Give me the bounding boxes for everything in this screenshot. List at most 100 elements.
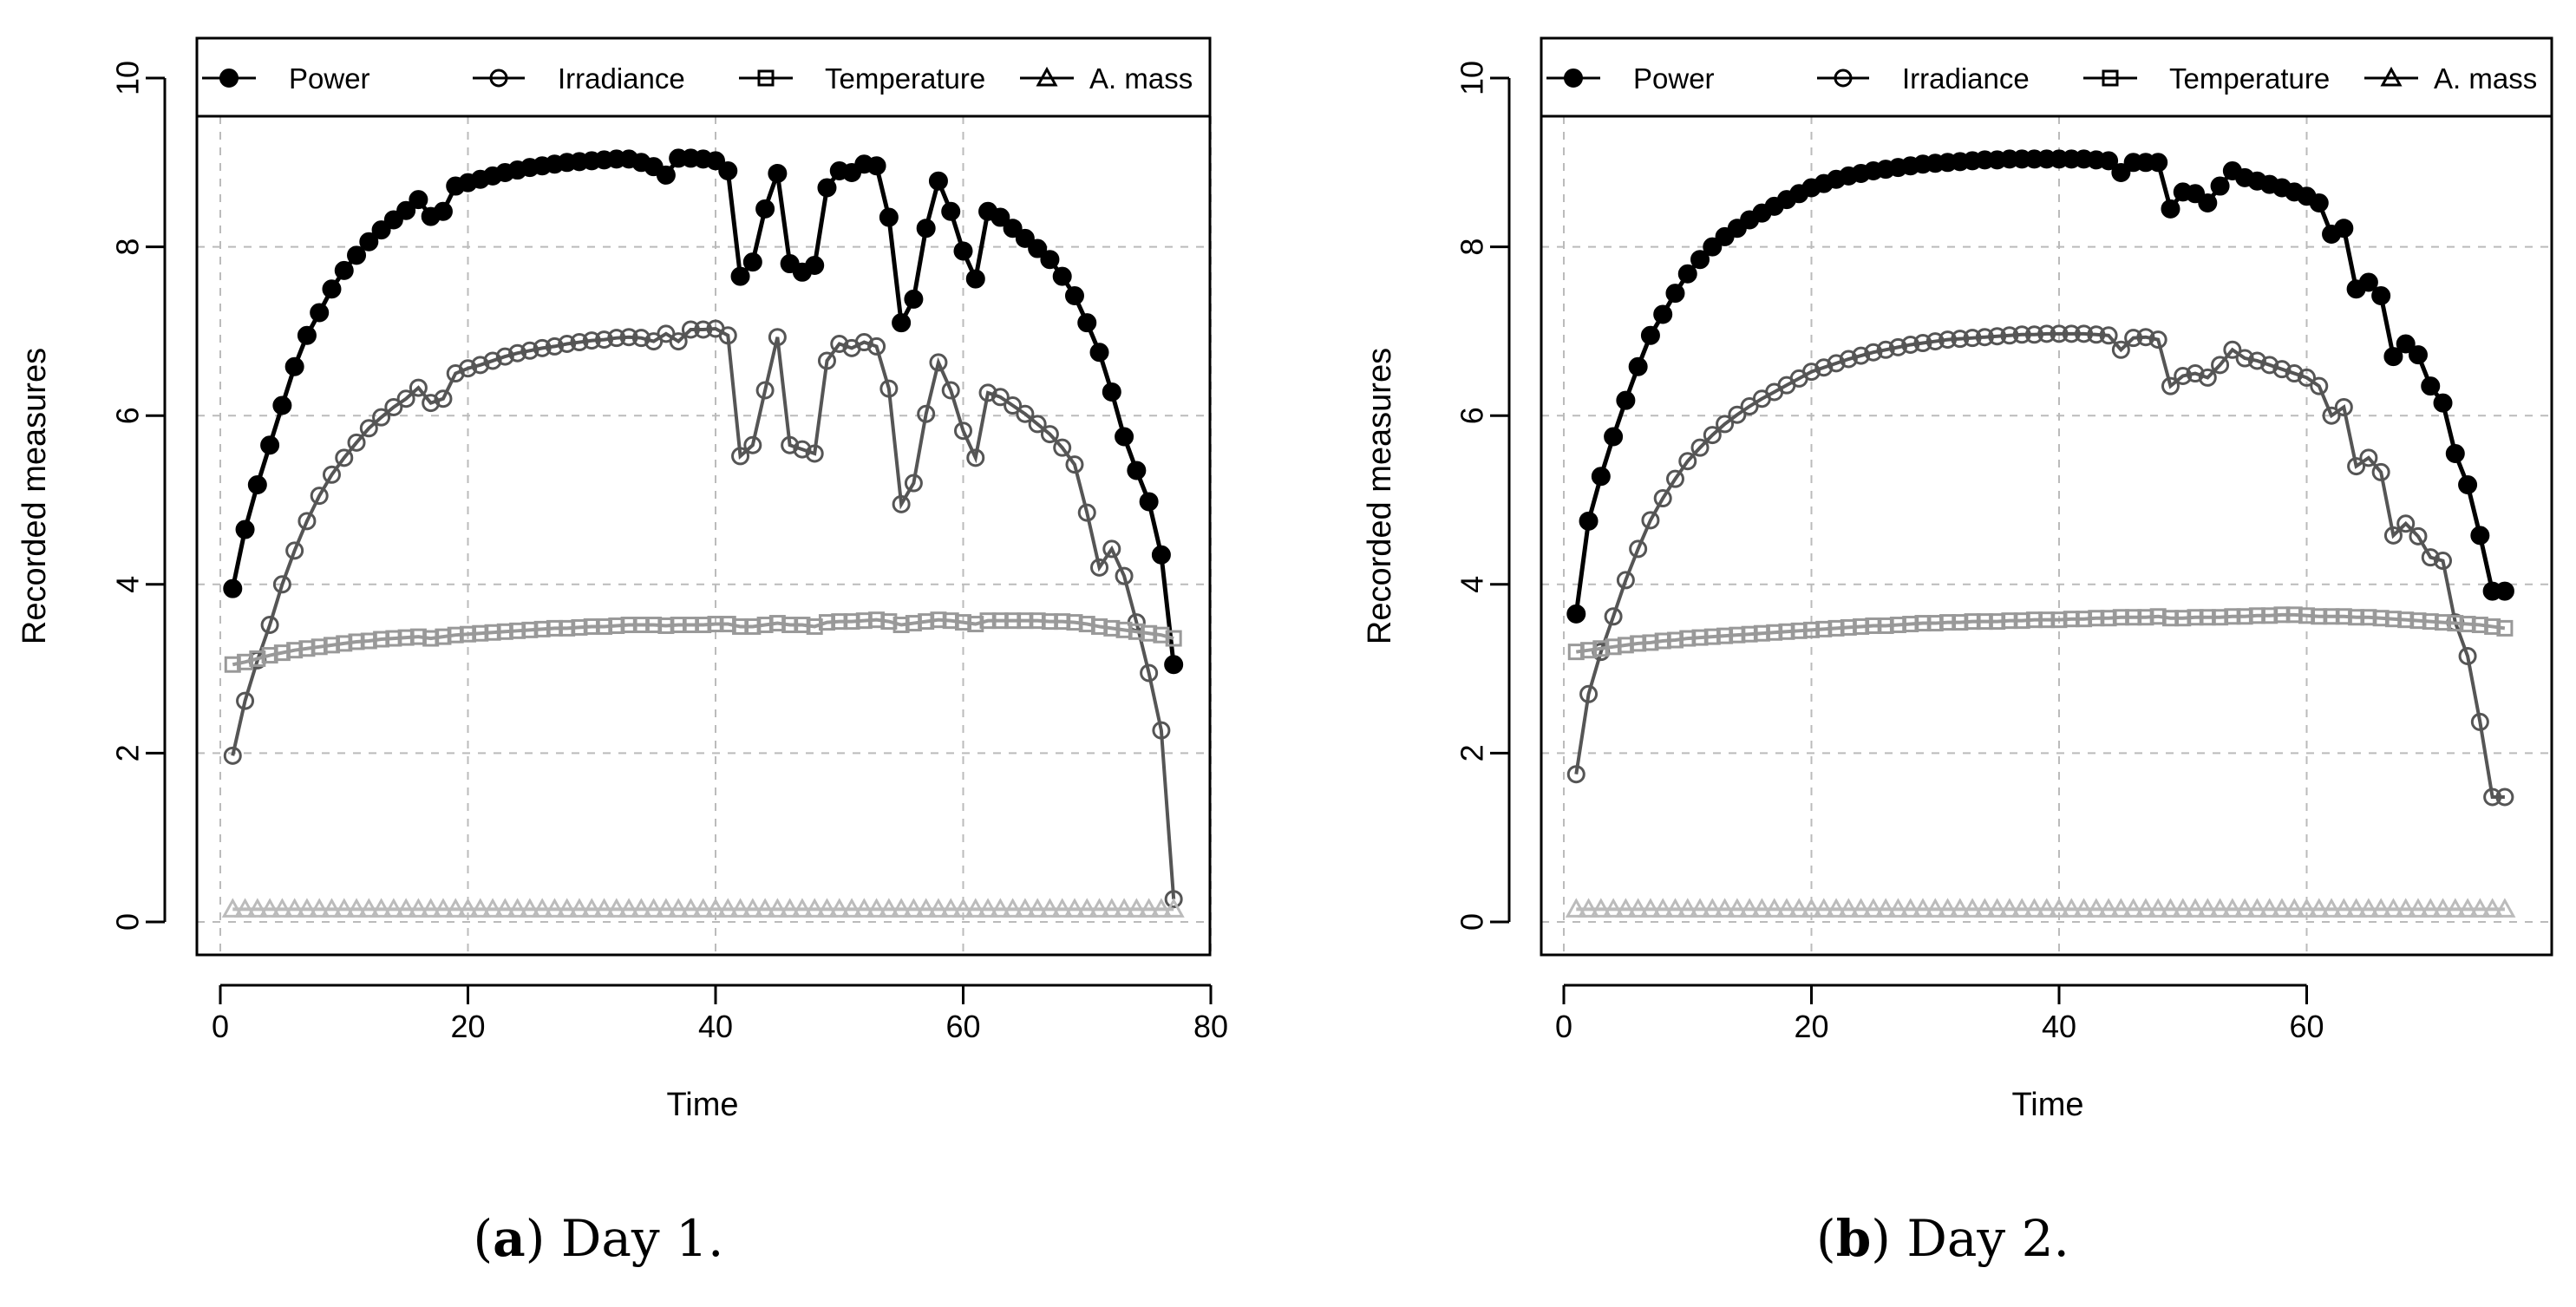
series-power (223, 148, 1184, 675)
x-tick-label: 40 (2042, 1009, 2076, 1044)
data-point-air-mass (1051, 898, 1074, 918)
data-point-power (2470, 526, 2490, 546)
data-point-temperature (1691, 629, 1709, 646)
data-point-power (1579, 511, 1599, 531)
data-point-air-mass (605, 898, 628, 918)
data-point-air-mass (420, 898, 442, 918)
data-point-power (2371, 286, 2391, 306)
data-point-temperature (2285, 606, 2303, 624)
data-point-irradiance (1802, 363, 1821, 382)
data-point-temperature (707, 616, 724, 633)
data-point-power (1604, 427, 1624, 447)
data-point-temperature (657, 617, 675, 634)
data-point-power (347, 245, 367, 265)
data-point-air-mass (716, 898, 739, 918)
data-point-temperature (1840, 618, 1857, 636)
data-point-power (2309, 193, 2329, 213)
data-point-irradiance (1839, 350, 1858, 369)
legend-marker-temperature (757, 69, 775, 87)
data-point-temperature (645, 617, 663, 634)
data-point-temperature (559, 619, 576, 637)
data-point-irradiance (409, 378, 428, 397)
data-point-temperature (1017, 612, 1034, 630)
figure-caption: (a) Day 1. (474, 1209, 724, 1268)
data-point-power (1102, 382, 1121, 402)
data-point-irradiance (978, 383, 997, 402)
data-point-air-mass (1912, 898, 1934, 918)
data-point-temperature (298, 640, 316, 657)
data-point-irradiance (384, 397, 403, 416)
data-point-air-mass (853, 898, 875, 918)
data-point-irradiance (2024, 325, 2043, 344)
data-point-power (1003, 219, 1023, 239)
data-point-temperature (261, 647, 278, 664)
data-point-temperature (2484, 618, 2501, 635)
series-irradiance (223, 319, 1183, 909)
data-point-power (1115, 427, 1134, 447)
data-point-power (1089, 343, 1109, 363)
y-axis: 0 2 4 6 8 10 Recorded measures (16, 61, 167, 931)
data-point-air-mass (1689, 898, 1711, 918)
data-point-irradiance (1140, 663, 1159, 683)
data-point-air-mass (568, 898, 591, 918)
data-point-irradiance (1164, 890, 1183, 909)
data-point-power (1127, 461, 1147, 480)
data-point-air-mass (258, 898, 281, 918)
data-point-irradiance (917, 404, 936, 423)
data-point-irradiance (781, 435, 800, 454)
legend-temperature: Temperature (2083, 62, 2330, 95)
data-point-irradiance (817, 351, 836, 370)
data-point-irradiance (2285, 364, 2304, 383)
data-point-temperature (1054, 613, 1071, 631)
data-point-air-mass (2233, 898, 2256, 918)
legend-label: Temperature (2169, 62, 2330, 95)
data-point-temperature (1066, 614, 1083, 631)
y-tick-label: 0 (1455, 913, 1490, 931)
data-point-temperature (237, 653, 254, 670)
data-point-temperature (1128, 623, 1145, 640)
data-point-power (1151, 545, 1171, 565)
data-point-air-mass (2295, 898, 2318, 918)
data-point-air-mass (655, 898, 677, 918)
data-point-irradiance (954, 422, 972, 441)
data-point-irradiance (260, 616, 279, 635)
data-point-irradiance (1604, 607, 1623, 626)
data-point-temperature (1605, 638, 1622, 656)
grid (1541, 116, 2552, 955)
data-point-temperature (2100, 610, 2117, 627)
legend-marker-temperature (2102, 69, 2119, 87)
series-line-irradiance (1574, 331, 2505, 799)
data-point-air-mass (1788, 898, 1810, 918)
legend-power: Power (202, 62, 370, 95)
plot-frame (1540, 36, 2553, 957)
data-point-temperature (1952, 614, 1969, 631)
data-point-temperature (942, 612, 959, 630)
data-point-irradiance (1703, 426, 1722, 445)
data-point-temperature (286, 642, 304, 659)
y-tick-label: 4 (1455, 576, 1490, 593)
data-point-air-mass (1899, 898, 1922, 918)
data-point-irradiance (545, 337, 564, 356)
data-point-irradiance (1065, 455, 1084, 474)
data-point-power (768, 163, 788, 183)
y-axis-title: Recorded measures (16, 348, 53, 644)
data-point-irradiance (2334, 397, 2353, 416)
x-axis: 0 20 40 60 80 Time (212, 984, 1228, 1123)
data-point-temperature (2224, 608, 2241, 625)
data-point-irradiance (2198, 368, 2217, 387)
data-point-temperature (1630, 635, 1647, 652)
data-point-power (706, 151, 725, 171)
y-axis-title: Recorded measures (1362, 348, 1398, 644)
x-tick-label: 0 (1555, 1009, 1572, 1044)
data-point-air-mass (2308, 898, 2331, 918)
data-point-temperature (868, 611, 886, 629)
data-point-temperature (323, 637, 340, 654)
data-point-power (2408, 345, 2428, 365)
legend-power: Power (1546, 62, 1715, 95)
data-point-irradiance (2148, 330, 2167, 350)
data-point-power (941, 201, 961, 221)
data-point-air-mass (531, 898, 553, 918)
data-point-air-mass (333, 898, 356, 918)
data-point-power (2099, 151, 2119, 171)
